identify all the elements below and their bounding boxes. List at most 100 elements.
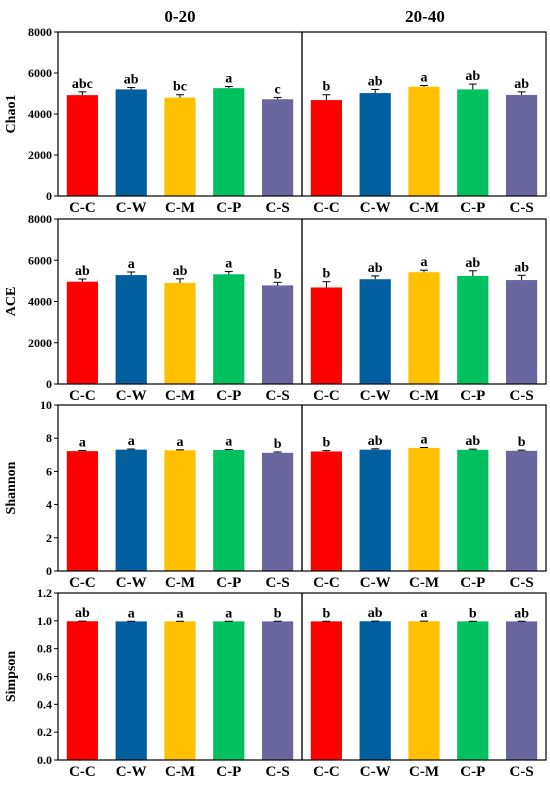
x-tick-label: C-M [409,575,439,591]
x-tick-label: C-M [165,575,195,591]
y-tick-label: 0.2 [37,725,52,739]
bar-shannon-1-c-w [115,449,147,571]
bar-ace-1-c-c [66,281,99,384]
x-tick-label: C-P [460,200,485,216]
x-tick-label: C-M [165,764,195,780]
y-tick-label: 0.6 [37,670,52,684]
significance-letter: a [225,606,232,621]
x-tick-label: C-W [116,200,147,216]
x-tick-label: C-C [69,764,96,780]
y-axis-label-simpson: Simpson [4,651,19,703]
bar-simpson-1-c-s [261,621,294,760]
x-tick-label: C-S [266,575,290,591]
significance-letter: b [274,606,282,621]
y-tick-label: 0.8 [37,642,52,656]
x-tick-label: C-S [510,200,534,216]
bar-chao1-2-c-w [359,93,391,196]
bar-shannon-2-c-p [457,449,489,571]
significance-letter: a [128,434,135,449]
x-tick-label: C-W [360,388,391,404]
y-tick-label: 1.0 [37,614,52,628]
x-tick-label: C-M [165,388,195,404]
panel-frame [301,404,547,572]
significance-letter: a [421,432,428,447]
bar-chao1-1-c-p [213,88,245,196]
x-tick-label: C-P [216,388,241,404]
bar-shannon-2-c-s [505,450,538,571]
y-tick-label: 0 [46,564,52,578]
bar-ace-1-c-m [164,282,196,384]
y-tick-label: 0.0 [37,753,52,767]
x-tick-label: C-M [409,200,439,216]
bar-simpson-1-c-w [115,621,147,760]
significance-letter: b [323,436,331,451]
significance-letter: ab [368,434,383,449]
significance-letter: ab [368,74,383,89]
significance-letter: abc [72,77,93,92]
bar-shannon-2-c-c [310,451,343,571]
y-tick-label: 4000 [28,295,52,309]
y-tick-label: 0 [46,189,52,203]
significance-letter: b [323,606,331,621]
x-tick-label: C-C [313,575,340,591]
significance-letter: ab [465,256,480,271]
significance-letter: b [274,267,282,282]
x-tick-label: C-P [216,764,241,780]
significance-letter: a [177,606,184,621]
significance-letter: a [177,435,184,450]
x-tick-label: C-W [360,200,391,216]
bar-simpson-1-c-p [213,621,245,760]
significance-letter: a [421,255,428,270]
y-axis-label-ace: ACE [4,287,19,317]
x-tick-label: C-C [313,764,340,780]
significance-letter: ab [465,434,480,449]
bar-shannon-1-c-c [66,451,99,571]
x-tick-label: C-W [116,388,147,404]
bar-shannon-1-c-m [164,450,196,571]
significance-letter: ab [514,260,529,275]
x-tick-label: C-S [266,200,290,216]
y-tick-label: 4000 [28,107,52,121]
bar-shannon-2-c-m [408,447,440,571]
column-title-0-20: 0-20 [164,7,195,26]
x-tick-label: C-P [460,764,485,780]
x-tick-label: C-C [313,388,340,404]
bar-ace-1-c-s [261,285,294,384]
bar-ace-2-c-m [408,272,440,384]
significance-letter: ab [368,606,383,621]
significance-letter: a [225,257,232,272]
x-tick-label: C-W [116,575,147,591]
bar-simpson-2-c-c [310,621,343,760]
bar-simpson-1-c-m [164,621,196,760]
y-tick-label: 2000 [28,148,52,162]
x-tick-label: C-M [409,388,439,404]
x-tick-label: C-C [69,388,96,404]
y-tick-label: 2 [46,531,52,545]
x-tick-label: C-P [460,388,485,404]
y-axis-label-shannon: Shannon [4,461,19,514]
y-tick-label: 0.4 [37,697,52,711]
x-tick-label: C-C [313,200,340,216]
y-tick-label: 8 [46,431,52,445]
bar-ace-2-c-w [359,279,391,384]
x-tick-label: C-M [165,200,195,216]
x-tick-label: C-S [266,764,290,780]
bar-shannon-1-c-p [213,449,245,571]
significance-letter: ab [75,606,90,621]
bar-simpson-2-c-s [505,621,538,760]
y-tick-label: 4 [46,498,52,512]
significance-letter: b [518,435,526,450]
significance-letter: a [225,434,232,449]
significance-letter: b [469,606,477,621]
x-tick-label: C-S [510,388,534,404]
bar-simpson-2-c-m [408,621,440,760]
significance-letter: a [79,435,86,450]
y-tick-label: 8000 [28,25,52,39]
y-tick-label: 2000 [28,336,52,350]
x-tick-label: C-S [510,764,534,780]
significance-letter: ab [465,69,480,84]
bar-shannon-2-c-w [359,449,391,571]
bar-chao1-1-c-w [115,89,147,196]
y-tick-label: 6000 [28,253,52,267]
y-tick-label: 8000 [28,212,52,226]
